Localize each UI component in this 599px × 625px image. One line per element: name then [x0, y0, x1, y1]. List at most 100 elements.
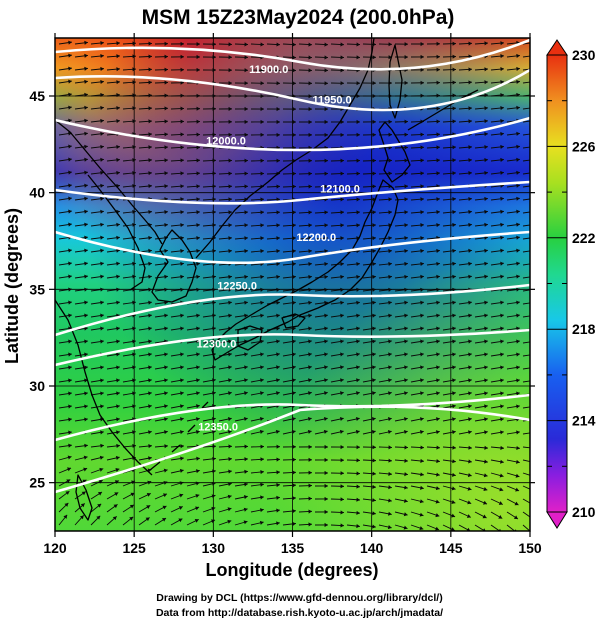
wind-arrowhead [420, 54, 424, 59]
wind-arrowhead [468, 352, 472, 357]
wind-arrowhead [372, 313, 376, 318]
wind-arrowhead [63, 514, 68, 519]
wind-arrowhead [164, 171, 168, 176]
wind-arrowhead [340, 523, 344, 528]
wind-arrowhead [516, 365, 520, 370]
wind-arrowhead [180, 106, 184, 111]
wind-arrowhead [436, 93, 440, 98]
wind-arrowhead [356, 132, 360, 137]
wind-arrowhead [260, 287, 264, 292]
wind-arrowhead [500, 248, 504, 253]
wind-arrowhead [468, 391, 472, 396]
wind-arrowhead [516, 183, 520, 188]
wind-arrowhead [116, 430, 120, 435]
wind-arrowhead [196, 93, 200, 98]
wind-arrowhead [530, 502, 534, 506]
wind-arrowhead [467, 486, 472, 491]
wind-arrowhead [436, 287, 440, 292]
wind-arrowhead [516, 326, 520, 331]
wind-arrowhead [129, 504, 134, 509]
wind-arrowhead [324, 365, 328, 370]
wind-arrowhead [276, 68, 280, 73]
wind-arrowhead [532, 197, 536, 201]
wind-arrowhead [260, 171, 264, 176]
wind-arrow [522, 524, 530, 531]
wind-arrowhead [468, 378, 472, 383]
wind-arrowhead [340, 210, 344, 215]
wind-arrowhead [84, 66, 88, 71]
wind-arrowhead [292, 339, 296, 344]
wind-arrowhead [308, 223, 312, 228]
wind-arrowhead [436, 261, 440, 266]
wind-arrowhead [372, 81, 376, 86]
wind-arrowhead [404, 145, 408, 150]
wind-arrowhead [211, 430, 216, 435]
wind-arrowhead [164, 93, 168, 98]
wind-arrowhead [308, 470, 312, 475]
wind-arrowhead [116, 80, 120, 85]
wind-arrowhead [148, 209, 152, 215]
wind-arrowhead [132, 41, 136, 46]
wind-arrowhead [244, 249, 248, 254]
wind-arrowhead [356, 313, 360, 318]
contour-label: 11950.0 [313, 95, 352, 107]
wind-arrowhead [68, 313, 72, 318]
wind-arrowhead [196, 365, 200, 370]
wind-arrowhead [196, 184, 200, 189]
wind-arrowhead [211, 506, 216, 511]
wind-arrowhead [516, 287, 520, 292]
wind-arrowhead [500, 54, 504, 59]
wind-arrowhead [436, 339, 440, 344]
wind-arrowhead [436, 171, 440, 176]
wind-arrowhead [292, 68, 296, 73]
contour-label: 12000.0 [206, 135, 246, 147]
wind-arrowhead [164, 132, 168, 137]
wind-arrowhead [436, 274, 440, 279]
wind-arrowhead [340, 287, 344, 292]
wind-arrowhead [96, 515, 101, 520]
wind-arrowhead [244, 81, 248, 86]
wind-arrowhead [260, 339, 264, 344]
wind-arrowhead [276, 236, 280, 241]
wind-arrowhead [483, 473, 488, 478]
wind-arrowhead [452, 248, 456, 253]
wind-arrowhead [452, 404, 456, 409]
wind-arrowhead [100, 417, 104, 422]
wind-arrowhead [244, 482, 248, 487]
wind-arrowhead [292, 352, 296, 357]
wind-arrowhead [276, 261, 280, 267]
wind-arrowhead [324, 457, 328, 463]
wind-arrowhead [435, 430, 440, 435]
wind-arrowhead [148, 326, 152, 331]
wind-arrowhead [532, 340, 536, 344]
contour-label: 12350.0 [198, 421, 238, 433]
wind-arrowhead [532, 391, 536, 395]
wind-arrowhead [388, 197, 392, 202]
wind-arrowhead [164, 67, 168, 72]
wind-arrowhead [100, 235, 104, 240]
wind-arrowhead [178, 518, 183, 523]
wind-arrowhead [145, 517, 150, 522]
wind-arrowhead [516, 222, 520, 227]
wind-arrowhead [212, 391, 216, 396]
wind-arrowhead [228, 313, 232, 318]
contour-label: 12300.0 [197, 338, 237, 350]
wind-arrowhead [356, 326, 360, 331]
wind-arrowhead [196, 287, 200, 292]
wind-arrowhead [452, 261, 456, 266]
wind-arrowhead [420, 378, 424, 383]
wind-arrowhead [100, 105, 104, 110]
wind-arrowhead [132, 300, 136, 305]
wind-arrowhead [228, 339, 232, 344]
wind-arrowhead [84, 209, 88, 214]
wind-arrowhead [324, 470, 328, 476]
wind-arrowhead [484, 93, 488, 98]
wind-arrowhead [244, 106, 248, 112]
wind-arrowhead [372, 93, 376, 99]
wind-arrowhead [195, 494, 200, 498]
wind-arrowhead [466, 514, 471, 518]
wind-arrowhead [516, 79, 520, 84]
wind-arrowhead [420, 145, 424, 150]
wind-arrowhead [516, 235, 520, 240]
wind-arrowhead [468, 41, 472, 46]
